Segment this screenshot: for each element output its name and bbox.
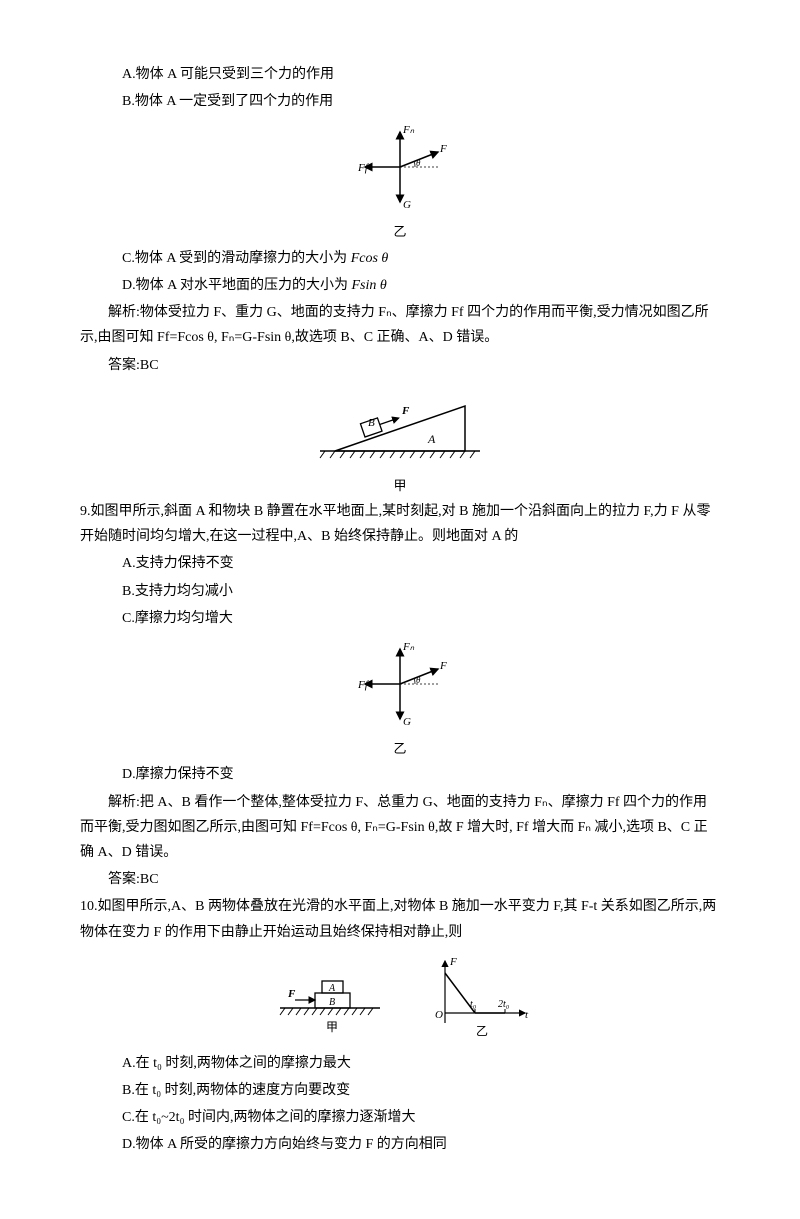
q10-opt-d: D.物体 A 所受的摩擦力方向始终与变力 F 的方向相同 bbox=[80, 1132, 720, 1157]
q9-opt-d: D.摩擦力保持不变 bbox=[80, 762, 720, 787]
q8-force-diagram: Fₙ F Ff G θ bbox=[80, 122, 720, 212]
q10-opt-b: B.在 t₀ 时刻,两物体的速度方向要改变 bbox=[80, 1078, 720, 1103]
q10-opt-c: C.在 t₀~2t₀ 时间内,两物体之间的摩擦力逐渐增大 bbox=[80, 1105, 720, 1130]
q8-opt-d: D.物体 A 对水平地面的压力的大小为 Fsin θ bbox=[80, 273, 720, 298]
q10-stem: 10.如图甲所示,A、B 两物体叠放在光滑的水平面上,对物体 B 施加一水平变力… bbox=[80, 894, 720, 944]
svg-text:F: F bbox=[287, 988, 296, 1000]
q8-fig-label: 乙 bbox=[80, 220, 720, 243]
svg-text:Fₙ: Fₙ bbox=[402, 641, 415, 653]
q8-opt-c: C.物体 A 受到的滑动摩擦力的大小为 Fcos θ bbox=[80, 246, 720, 271]
q8-opt-a: A.物体 A 可能只受到三个力的作用 bbox=[80, 62, 720, 87]
svg-text:t: t bbox=[525, 1009, 529, 1021]
svg-text:乙: 乙 bbox=[476, 1024, 488, 1038]
q9-fig1-label: 甲 bbox=[80, 474, 720, 497]
svg-text:Ff: Ff bbox=[357, 679, 370, 691]
svg-text:2t₀: 2t₀ bbox=[498, 999, 510, 1010]
q10-opt-a: A.在 t₀ 时刻,两物体之间的摩擦力最大 bbox=[80, 1051, 720, 1076]
q9-stem: 9.如图甲所示,斜面 A 和物块 B 静置在水平地面上,某时刻起,对 B 施加一… bbox=[80, 499, 720, 549]
q8-analysis: 解析:物体受拉力 F、重力 G、地面的支持力 Fₙ、摩擦力 Ff 四个力的作用而… bbox=[80, 300, 720, 350]
svg-text:O: O bbox=[435, 1009, 443, 1021]
svg-text:F: F bbox=[439, 660, 447, 672]
svg-text:B: B bbox=[368, 417, 375, 429]
svg-text:G: G bbox=[403, 716, 411, 728]
q9-fig2-label: 乙 bbox=[80, 737, 720, 760]
svg-text:A: A bbox=[328, 983, 336, 994]
q9-incline-diagram: B F A bbox=[80, 386, 720, 466]
svg-text:F: F bbox=[439, 143, 447, 155]
q9-opt-b: B.支持力均匀减小 bbox=[80, 579, 720, 604]
q9-answer: 答案:BC bbox=[80, 867, 720, 892]
q9-opt-a: A.支持力保持不变 bbox=[80, 551, 720, 576]
svg-text:θ: θ bbox=[416, 675, 421, 685]
svg-text:甲: 甲 bbox=[326, 1020, 338, 1034]
svg-text:B: B bbox=[329, 997, 335, 1008]
svg-text:Fₙ: Fₙ bbox=[402, 124, 415, 136]
q10-diagrams: F A B 甲 F t O t₀ 2t₀ 乙 bbox=[80, 953, 720, 1043]
svg-text:t₀: t₀ bbox=[470, 999, 477, 1010]
q9-analysis: 解析:把 A、B 看作一个整体,整体受拉力 F、总重力 G、地面的支持力 Fₙ、… bbox=[80, 790, 720, 866]
svg-text:F: F bbox=[449, 956, 457, 968]
svg-text:A: A bbox=[427, 432, 436, 446]
q8-answer: 答案:BC bbox=[80, 353, 720, 378]
q9-opt-c: C.摩擦力均匀增大 bbox=[80, 606, 720, 631]
svg-text:θ: θ bbox=[416, 158, 421, 168]
svg-text:Ff: Ff bbox=[357, 162, 370, 174]
q8-opt-b: B.物体 A 一定受到了四个力的作用 bbox=[80, 89, 720, 114]
svg-text:G: G bbox=[403, 199, 411, 211]
svg-text:F: F bbox=[401, 405, 410, 417]
q9-force-diagram: Fₙ F Ff G θ bbox=[80, 639, 720, 729]
